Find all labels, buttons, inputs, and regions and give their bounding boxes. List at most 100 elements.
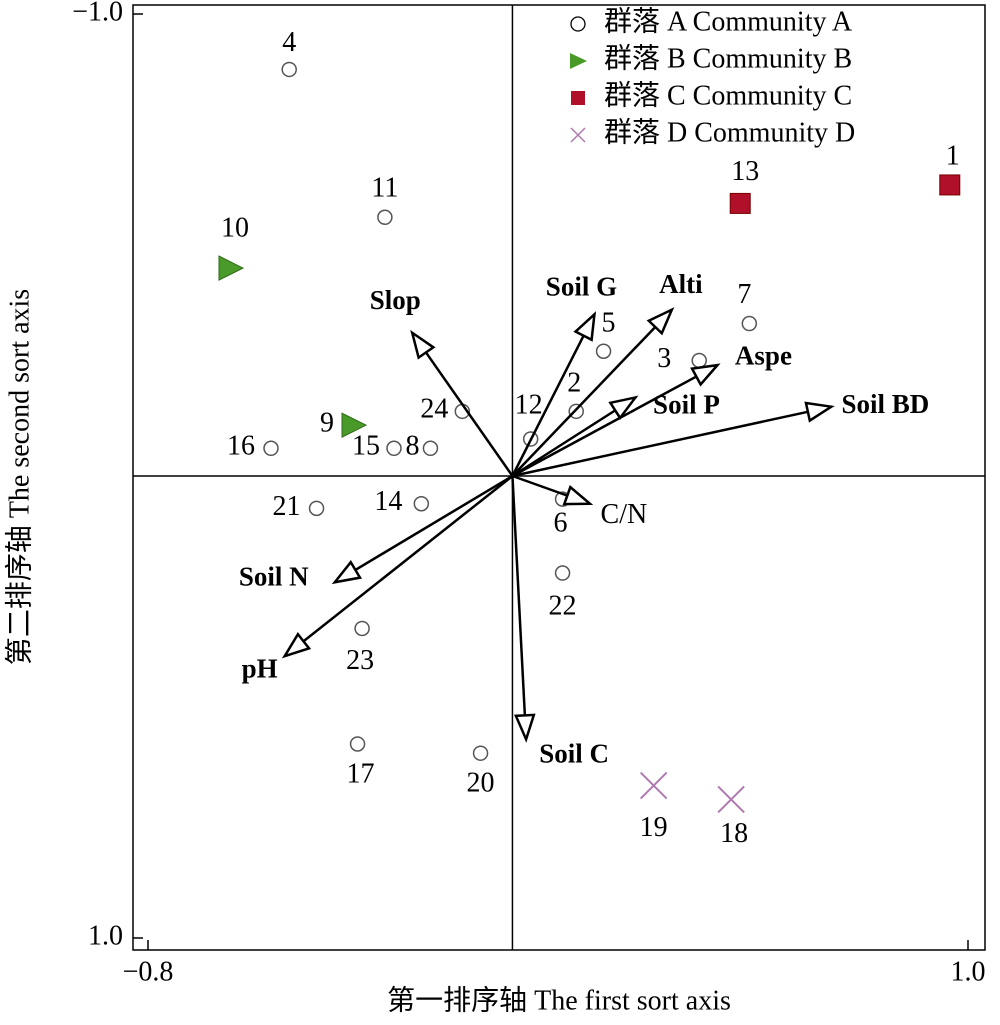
point-label: 9 — [320, 408, 334, 439]
env-vector: C/N — [512, 474, 648, 530]
env-vector: Soil G — [511, 272, 617, 477]
env-vector: Soil BD — [512, 389, 929, 478]
point-label: 4 — [282, 27, 296, 58]
point-label: 8 — [405, 431, 419, 462]
env-vector: Soil C — [511, 475, 609, 769]
legend-label: 群落 C Community C — [604, 79, 852, 111]
point — [386, 440, 402, 457]
point — [377, 209, 393, 226]
vector-shaft — [354, 474, 514, 572]
point — [308, 500, 325, 517]
point — [341, 412, 368, 438]
vector-head — [514, 713, 536, 743]
env-vector: Slop — [370, 285, 514, 477]
vector-label: Soil C — [539, 739, 609, 769]
series-2: 13 1 — [729, 140, 961, 214]
vector-shaft — [511, 475, 527, 716]
point-label: 22 — [549, 590, 577, 621]
point-label: 5 — [602, 308, 616, 339]
point — [729, 192, 751, 214]
point-label: 17 — [347, 758, 375, 789]
point-label: 24 — [420, 394, 448, 425]
point — [741, 315, 758, 332]
point — [263, 440, 279, 457]
y-axis-label: 第二排序轴 The second sort axis — [3, 289, 35, 665]
point-label: 3 — [657, 343, 671, 374]
point — [422, 440, 439, 457]
point-label: 6 — [554, 508, 568, 539]
series-0: 4 11 7 5 3 2 12 24 16 15 8 21 14 6 22 23 17 20 — [227, 27, 758, 799]
point-label: 18 — [720, 818, 748, 849]
point — [939, 174, 961, 196]
point-label: 16 — [227, 431, 255, 462]
y-tick-label: −1.0 — [72, 0, 123, 27]
legend-marker — [570, 127, 586, 143]
vector-head — [690, 363, 721, 387]
vector-shaft — [424, 351, 514, 477]
point — [413, 495, 430, 512]
point — [281, 61, 297, 78]
x-axis-label: 第一排序轴 The first sort axis — [387, 984, 731, 1016]
series-1: 10 9 — [218, 213, 368, 439]
point-label: 19 — [640, 812, 668, 843]
env-vector: Soil N — [239, 474, 514, 591]
vector-label: Alti — [659, 269, 703, 299]
legend-label: 群落 B Community B — [604, 42, 852, 74]
point-label: 2 — [567, 368, 581, 399]
vector-shaft — [511, 375, 697, 478]
vector-label: Soil P — [653, 390, 720, 420]
vector-head — [804, 401, 835, 423]
point — [554, 565, 571, 581]
point-label: 20 — [467, 768, 495, 799]
point-label: 15 — [352, 431, 380, 462]
point — [595, 343, 612, 360]
vector-shaft — [302, 475, 514, 643]
legend-label: 群落 D Community D — [604, 116, 855, 148]
vector-label: pH — [242, 653, 278, 683]
point — [691, 352, 707, 369]
vector-head — [573, 311, 597, 342]
vector-label: Slop — [370, 285, 421, 315]
env-vector: Alti — [511, 269, 703, 477]
x-tick-label: 1.0 — [951, 956, 986, 987]
point-label: 1 — [946, 140, 960, 171]
point — [218, 255, 245, 281]
env-vector: pH — [242, 475, 514, 683]
vector-head — [608, 395, 639, 421]
plot-frame — [132, 4, 986, 951]
point-label: 23 — [346, 645, 374, 676]
series-3: 19 18 — [639, 771, 748, 849]
legend-marker — [571, 91, 585, 105]
vector-label: Soil N — [239, 561, 309, 591]
vector-shaft — [512, 410, 809, 478]
point-label: 10 — [221, 213, 249, 244]
legend-marker — [570, 16, 586, 32]
point — [354, 620, 370, 637]
point — [717, 785, 745, 814]
vector-head — [562, 485, 594, 506]
vector-head — [646, 307, 675, 336]
vector-shaft — [511, 335, 585, 477]
vector-label: Soil G — [546, 272, 617, 302]
point — [472, 745, 489, 761]
point-label: 21 — [273, 491, 301, 522]
point — [639, 771, 668, 800]
point — [349, 736, 366, 752]
env-vector: Soil P — [511, 390, 720, 478]
point-label: 11 — [371, 173, 398, 204]
point-label: 14 — [374, 486, 402, 517]
env-vector: Aspe — [511, 340, 792, 478]
vector-head — [281, 632, 312, 659]
vector-shaft — [511, 409, 616, 478]
y-tick-label: 1.0 — [88, 920, 123, 951]
point-label: 13 — [731, 156, 759, 187]
point-label: 7 — [737, 279, 751, 310]
vector-shaft — [511, 326, 657, 477]
vector-label: C/N — [601, 499, 648, 530]
vector-label: Aspe — [735, 340, 792, 370]
vector-head — [410, 329, 436, 360]
vector-head — [331, 560, 362, 585]
legend: 群落 A Community A 群落 B Community B 群落 C Com… — [570, 5, 855, 148]
point-label: 12 — [515, 389, 543, 420]
